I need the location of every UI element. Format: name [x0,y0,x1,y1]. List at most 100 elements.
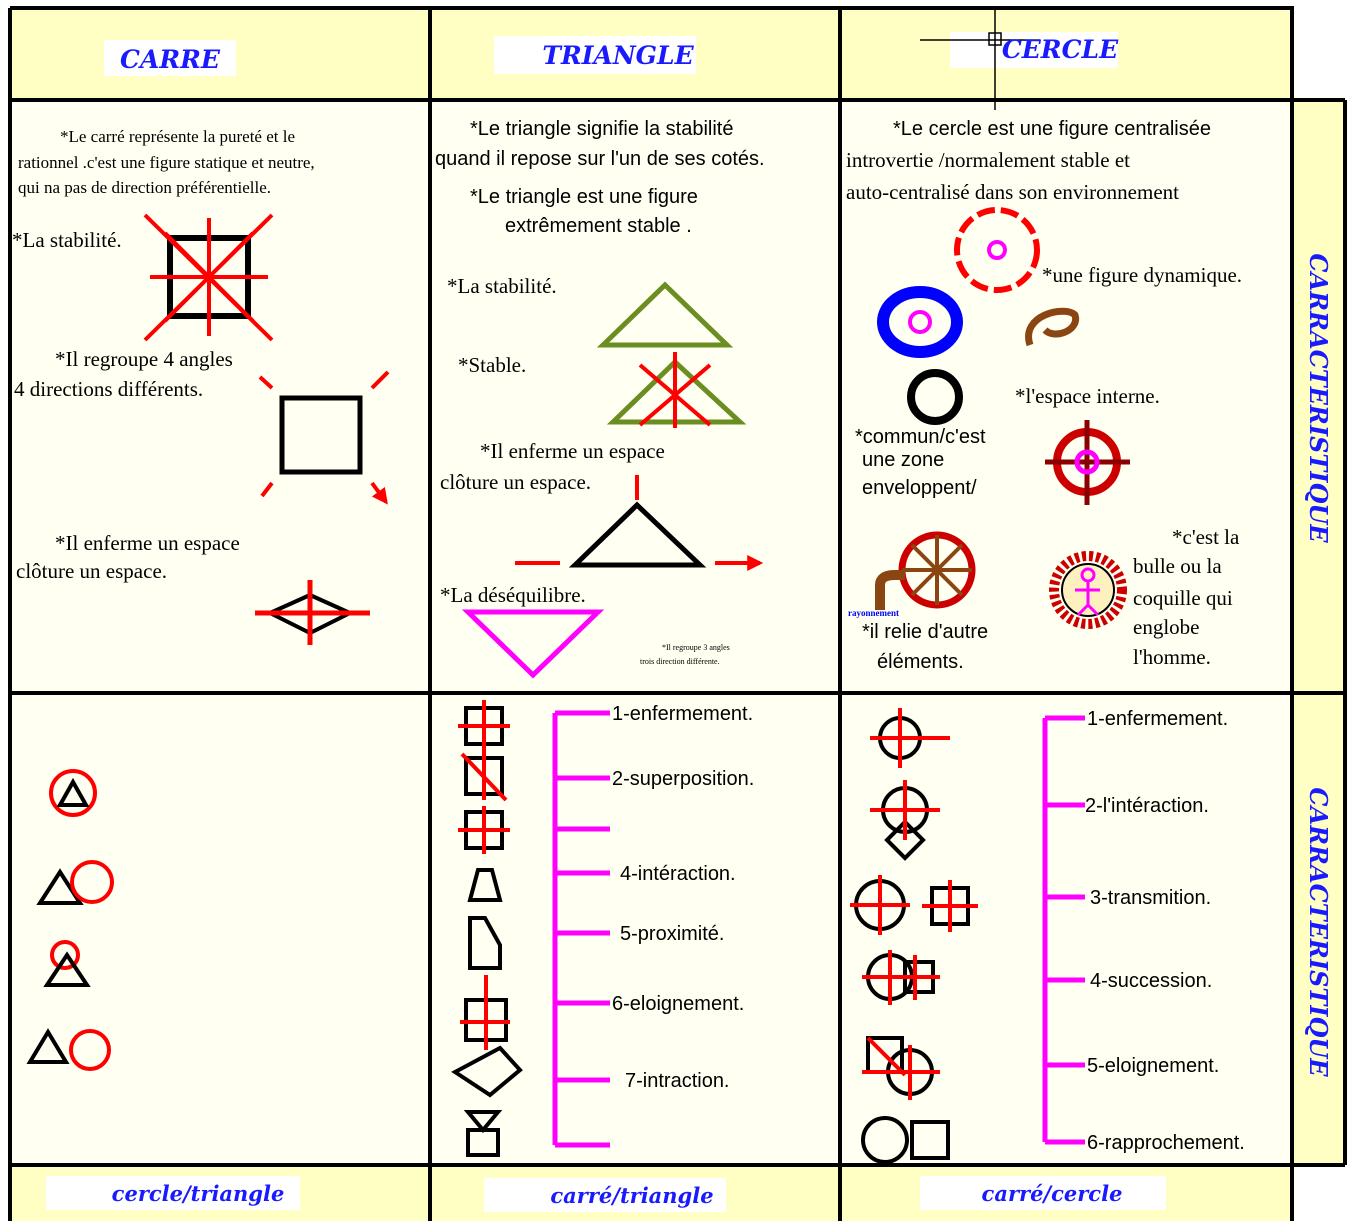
cercle-shape [875,207,1130,629]
triangle-shape [596,281,734,348]
cercle-shape [1045,420,1130,505]
cercle-text: rayonnement [848,608,899,618]
footer-label: cercle/triangle [112,1181,285,1206]
cercle-text: auto-centralisé dans son environnement [846,180,1179,204]
cercle-text: enveloppent/ [862,477,977,499]
table-grid [8,6,1347,1221]
cercle-relation-shape [870,708,950,768]
cercle-shape [907,369,963,425]
triangle-relation: 6-eloignement. [612,993,744,1015]
triangle-text: *Le triangle est une figure [470,186,698,208]
cercle-text: englobe [1133,615,1199,639]
cercle-relation-shape [922,880,978,932]
table-grid [494,36,696,74]
carre-text: *La stabilité. [12,228,122,252]
table-grid [104,40,236,76]
triangle-text: trois direction différente. [640,657,720,666]
side-label: CARRACTERISTIQUE [1304,787,1333,1077]
table-grid [950,32,1118,68]
triangle-relation: 7-intraction. [625,1070,730,1092]
cercle-text: éléments. [877,651,964,673]
cercle-text: *c'est la [1172,525,1240,549]
footer-label: carré/cercle [982,1181,1123,1206]
carre-shape [143,213,388,645]
cercle-relation-shape [862,950,940,1005]
cercle-shape [1074,449,1100,475]
cercle-shape [954,207,1040,293]
cercle-relation-shape [870,780,940,840]
carre-relation-shape [26,769,114,1071]
triangle-text: *Le triangle signifie la stabilité quand… [435,118,765,237]
triangle-relation: 1-enfermement. [612,703,753,725]
carre-relation-shape [56,777,90,807]
triangle-text: *Le triangle signifie la stabilité [470,118,734,140]
triangle-relation: 2-superposition. [612,768,754,790]
carre-text: qui na pas de direction préférentielle. [18,178,271,197]
triangle-relation-shape [468,916,502,970]
cercle-relation-shape [850,708,1085,1164]
triangle-shape [461,609,605,679]
triangle-relation-shape [463,1110,503,1157]
cercle-relation: 3-transmition. [1090,887,1211,909]
cercle-shape [875,570,905,610]
triangle-shape [461,281,760,679]
triangle-text: extrêmement stable . [505,215,692,237]
cercle-text: *une figure dynamique. [1042,263,1242,287]
table-grid [988,32,1002,46]
carre-text: *Le carré représente la pureté et le [60,127,295,146]
cercle-text: l'homme. [1133,645,1211,669]
cercle-shape [902,535,972,605]
cercle-relation: 6-rapprochement. [1087,1132,1245,1154]
table-grid [920,8,1040,110]
cercle-shape [1075,580,1100,617]
carre-shape [255,580,370,645]
cercle-text: *commun/c'est [855,426,986,448]
table-grid [920,1176,1166,1210]
carre-shape [279,395,363,475]
cercle-shape [1049,551,1127,629]
carre-text: *Il enferme un espace [55,531,240,555]
triangle-text: *Stable. [458,353,526,377]
triangle-relation-shape [467,868,503,902]
cercle-relation: 4-succession. [1090,970,1212,992]
cercle-text: introvertie /normalement stable et [846,148,1130,172]
cercle-relation: 1-enfermement. 2-l'intéraction. 3-transm… [1085,708,1245,1154]
cercle-text: *une figure dynamique. *l'espace interne… [848,263,1242,673]
cercle-shape [877,286,963,358]
table-grid [8,6,1347,1221]
cercle-shape [1025,307,1080,347]
cercle-relation: 1-enfermement. [1087,708,1228,730]
triangle-text: *La stabilité. [447,274,557,298]
carre-relation-shape [43,951,91,987]
header-label: CERCLE [1002,35,1119,64]
triangle-relation-shape [458,700,510,750]
carre-relation-shape [70,860,114,904]
cercle-relation-shape [910,1120,950,1160]
cercle-text: *Le cercle est une figure centralisée [893,118,1211,140]
triangle-text: *La déséquilibre. [440,583,586,607]
carre-shape [258,370,388,502]
triangle-text: *Il enferme un espace [480,439,665,463]
carre-shape [143,213,274,342]
carre-relation-shape [69,1029,111,1071]
header-label: TRIANGLE [542,41,694,70]
carre-text: *Il regroupe 4 angles [55,347,233,371]
cercle-relation: 5-eloignement. [1087,1055,1219,1077]
cercle-shape [908,310,932,334]
cercle-text: *l'espace interne. [1015,384,1160,408]
triangle-relation: 1-enfermement. 2-superposition. 4-intéra… [612,703,754,1092]
carre-text: *Le carré représente la pureté et le rat… [12,127,315,583]
triangle-relation-shape [451,700,610,1157]
triangle-text: clôture un espace. [440,470,591,494]
cercle-text: coquille qui [1133,586,1233,610]
cercle-text: *il relie d'autre [862,621,988,643]
triangle-relation: 5-proximité. [620,923,724,945]
table-grid [46,1176,300,1210]
carre-text: 4 directions différents. [14,377,203,401]
cercle-text: une zone [862,449,944,471]
cercle-text: bulle ou la [1133,554,1222,578]
carre-relation-shape [36,868,84,905]
cercle-text: *Le cercle est une figure centralisée in… [846,118,1211,204]
cercle-relation-shape [862,1036,940,1100]
